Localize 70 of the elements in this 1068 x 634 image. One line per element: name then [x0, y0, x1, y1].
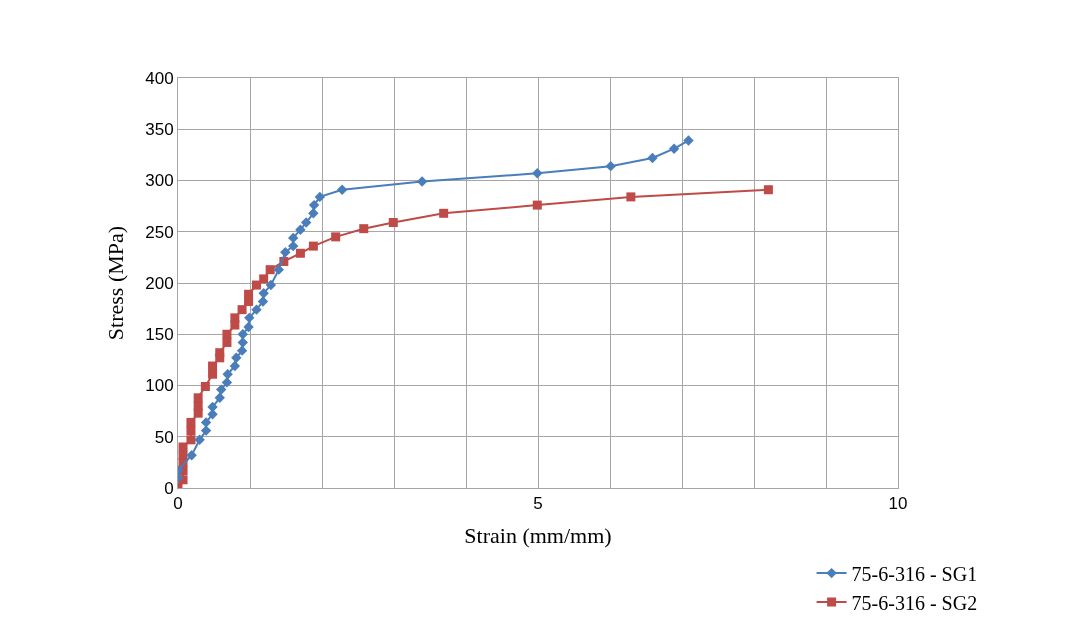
point	[359, 224, 369, 234]
y-tick-label: 350	[145, 120, 174, 140]
point	[229, 360, 241, 372]
point	[273, 264, 284, 275]
point	[280, 247, 291, 258]
point	[243, 321, 254, 333]
point	[208, 361, 218, 371]
point	[244, 312, 255, 324]
point	[336, 184, 348, 195]
point	[236, 345, 248, 356]
point	[439, 208, 449, 218]
point	[193, 401, 203, 411]
point	[186, 435, 196, 445]
point	[388, 218, 398, 228]
legend-label: 75-6-316 - SG2	[851, 591, 978, 614]
point	[532, 168, 543, 179]
point	[259, 274, 269, 284]
y-tick-label: 250	[145, 222, 174, 242]
legend-label: 75-6-316 - SG1	[851, 562, 978, 585]
point	[194, 434, 205, 446]
point	[308, 208, 319, 219]
y-tick-label: 100	[145, 376, 174, 396]
y-tick-label: 200	[145, 273, 174, 293]
point	[231, 352, 242, 364]
point	[214, 392, 225, 403]
y-tick-label: 50	[154, 427, 174, 447]
point	[763, 185, 773, 195]
point	[258, 288, 269, 299]
point	[647, 152, 658, 164]
point	[416, 176, 428, 187]
y-tick-label: 0	[164, 478, 174, 498]
point	[251, 304, 262, 315]
point	[532, 200, 542, 210]
point	[215, 348, 225, 358]
point	[251, 280, 261, 290]
x-tick-label: 5	[533, 494, 543, 514]
point	[186, 417, 196, 427]
x-tick-label: 10	[888, 494, 908, 514]
point	[221, 377, 233, 388]
y-axis-title: Stress (MPa)	[103, 225, 129, 341]
point	[237, 305, 247, 315]
point	[200, 417, 212, 428]
point	[683, 135, 694, 146]
point	[222, 369, 233, 380]
point	[605, 160, 616, 172]
point	[178, 442, 188, 452]
point	[668, 143, 680, 154]
point	[626, 192, 636, 202]
point	[295, 248, 305, 258]
point	[193, 393, 203, 403]
point	[200, 382, 210, 392]
point	[237, 329, 248, 340]
point	[308, 241, 318, 251]
point	[244, 289, 254, 299]
point	[222, 329, 232, 339]
point	[216, 384, 227, 395]
point	[314, 191, 326, 203]
point	[308, 199, 320, 211]
point	[331, 232, 341, 242]
point	[257, 296, 269, 307]
y-tick-label: 150	[145, 325, 174, 345]
y-tick-label: 400	[145, 68, 174, 88]
point	[230, 313, 240, 323]
y-tick-label: 300	[145, 171, 174, 191]
point	[300, 217, 312, 228]
point	[265, 265, 275, 275]
point	[186, 450, 197, 461]
x-axis-title: Strain (mm/mm)	[464, 523, 612, 549]
point	[265, 279, 277, 291]
point	[295, 224, 306, 235]
